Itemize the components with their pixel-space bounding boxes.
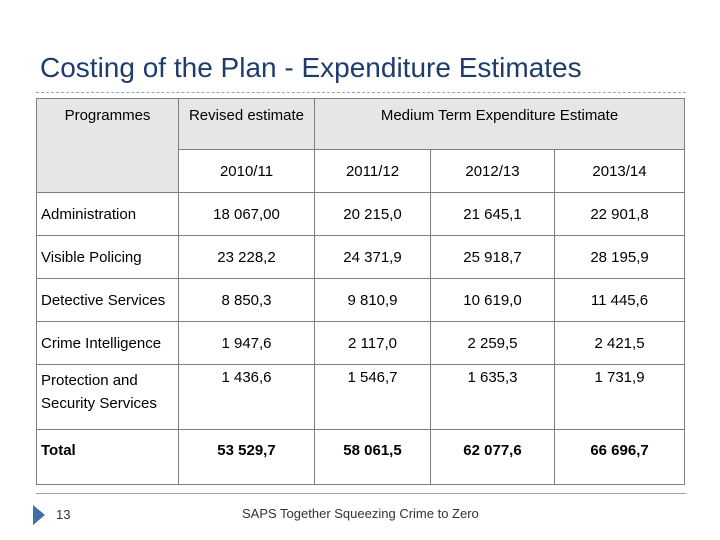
year-header: 2013/14: [553, 149, 686, 193]
cell-value: 1 635,3: [430, 364, 555, 430]
title-divider: [36, 92, 686, 93]
expenditure-table: Programmes Revised estimate Medium Term …: [36, 98, 686, 485]
table-header-row: Programmes Revised estimate Medium Term …: [36, 98, 686, 193]
header-mtee: Medium Term Expenditure Estimate: [313, 98, 686, 150]
cell-value: 1 731,9: [553, 364, 686, 430]
cell-value: 23 228,2: [178, 235, 315, 279]
header-programmes: Programmes: [36, 98, 179, 193]
total-value: 66 696,7: [553, 429, 686, 485]
cell-value: 28 195,9: [553, 235, 686, 279]
cell-value: 18 067,00: [178, 192, 315, 236]
row-label: Protection and Security Services: [36, 364, 179, 430]
row-label: Visible Policing: [36, 235, 179, 279]
cell-value: 8 850,3: [178, 278, 315, 322]
table-year-row: 2010/11 2011/12 2012/13 2013/14: [37, 149, 686, 193]
row-label: Detective Services: [36, 278, 179, 322]
table-row: Protection and Security Services 1 436,6…: [36, 364, 686, 430]
cell-value: 2 421,5: [553, 321, 686, 365]
row-label: Crime Intelligence: [36, 321, 179, 365]
cell-value: 21 645,1: [430, 192, 555, 236]
cell-value: 1 546,7: [314, 364, 431, 430]
cell-value: 1 947,6: [178, 321, 315, 365]
cell-value: 24 371,9: [314, 235, 431, 279]
total-value: 58 061,5: [314, 429, 431, 485]
year-header: 2011/12: [314, 149, 431, 193]
total-value: 62 077,6: [430, 429, 555, 485]
cell-value: 1 436,6: [178, 364, 315, 430]
footer-divider: [36, 493, 686, 494]
slide-title: Costing of the Plan - Expenditure Estima…: [40, 52, 582, 83]
table-row: Administration 18 067,00 20 215,0 21 645…: [36, 192, 686, 236]
cell-value: 10 619,0: [430, 278, 555, 322]
header-revised-estimate: Revised estimate: [178, 98, 315, 150]
cell-value: 9 810,9: [314, 278, 431, 322]
page-number: 13: [56, 507, 71, 522]
table-row: Detective Services 8 850,3 9 810,9 10 61…: [36, 278, 686, 322]
row-label: Administration: [36, 192, 179, 236]
cell-value: 11 445,6: [553, 278, 686, 322]
total-label: Total: [36, 429, 179, 485]
cell-value: 2 117,0: [314, 321, 431, 365]
cell-value: 25 918,7: [430, 235, 555, 279]
cell-value: 20 215,0: [314, 192, 431, 236]
total-value: 53 529,7: [178, 429, 315, 485]
footer-text: SAPS Together Squeezing Crime to Zero: [242, 506, 479, 521]
cell-value: 22 901,8: [553, 192, 686, 236]
table-row: Visible Policing 23 228,2 24 371,9 25 91…: [36, 235, 686, 279]
table-row: Crime Intelligence 1 947,6 2 117,0 2 259…: [36, 321, 686, 365]
year-header: 2012/13: [430, 149, 555, 193]
triangle-bullet-icon: [33, 505, 45, 525]
year-header: 2010/11: [178, 149, 315, 193]
cell-value: 2 259,5: [430, 321, 555, 365]
total-row: Total 53 529,7 58 061,5 62 077,6 66 696,…: [36, 429, 686, 485]
